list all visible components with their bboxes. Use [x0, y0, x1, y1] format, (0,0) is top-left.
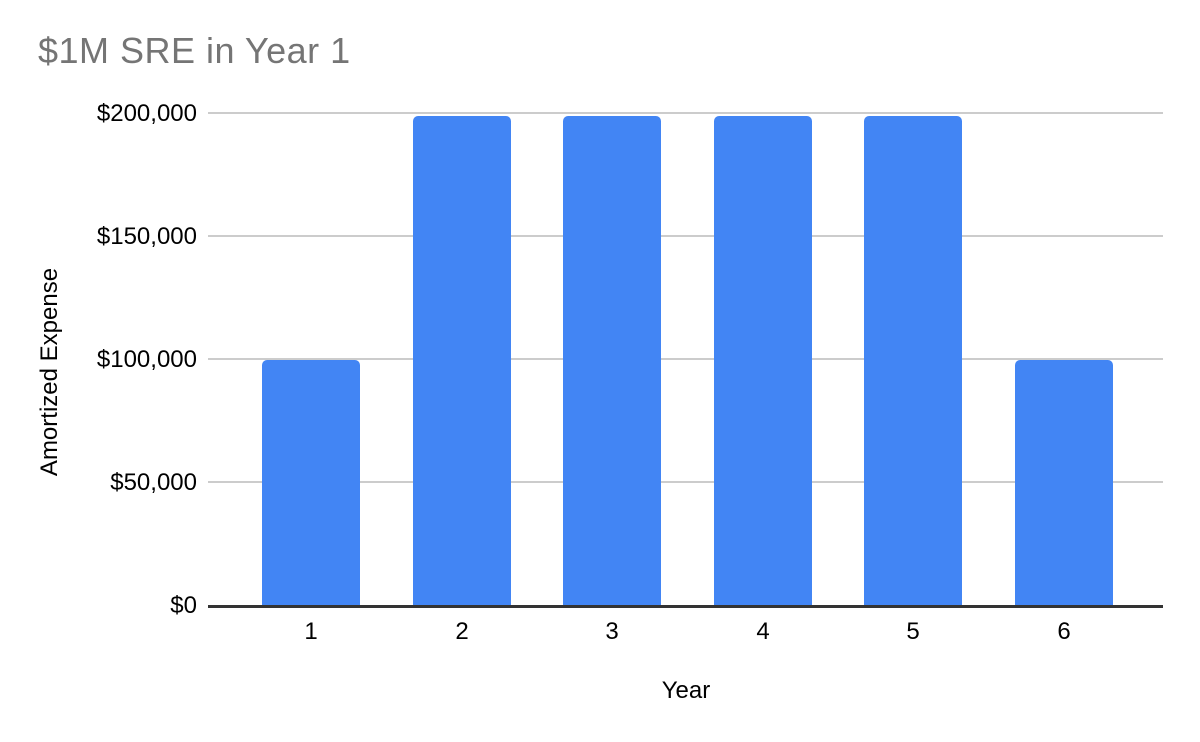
y-gridline	[208, 235, 1163, 237]
bar-year-6	[1015, 360, 1113, 605]
y-gridline	[208, 358, 1163, 360]
bar-year-3	[563, 116, 661, 605]
y-gridline	[208, 481, 1163, 483]
bar-year-5	[864, 116, 962, 605]
x-tick-label: 1	[304, 618, 318, 645]
x-tick-label: 6	[1057, 618, 1071, 645]
x-tick-label: 2	[455, 618, 469, 645]
x-tick-label: 5	[906, 618, 920, 645]
y-tick-label: $200,000	[96, 100, 197, 127]
bar-year-1	[262, 360, 360, 605]
y-gridline	[208, 112, 1163, 114]
x-axis-baseline	[208, 605, 1163, 608]
y-tick-label: $0	[170, 592, 197, 619]
y-tick-label: $150,000	[96, 223, 197, 250]
x-tick-label: 3	[605, 618, 619, 645]
chart-title: $1M SRE in Year 1	[38, 30, 351, 71]
bar-year-4	[714, 116, 812, 605]
y-tick-label: $100,000	[96, 346, 197, 373]
bar-year-2	[413, 116, 511, 605]
x-axis-title: Year	[661, 677, 711, 704]
y-tick-label: $50,000	[110, 469, 197, 496]
x-tick-label: 4	[756, 618, 770, 645]
